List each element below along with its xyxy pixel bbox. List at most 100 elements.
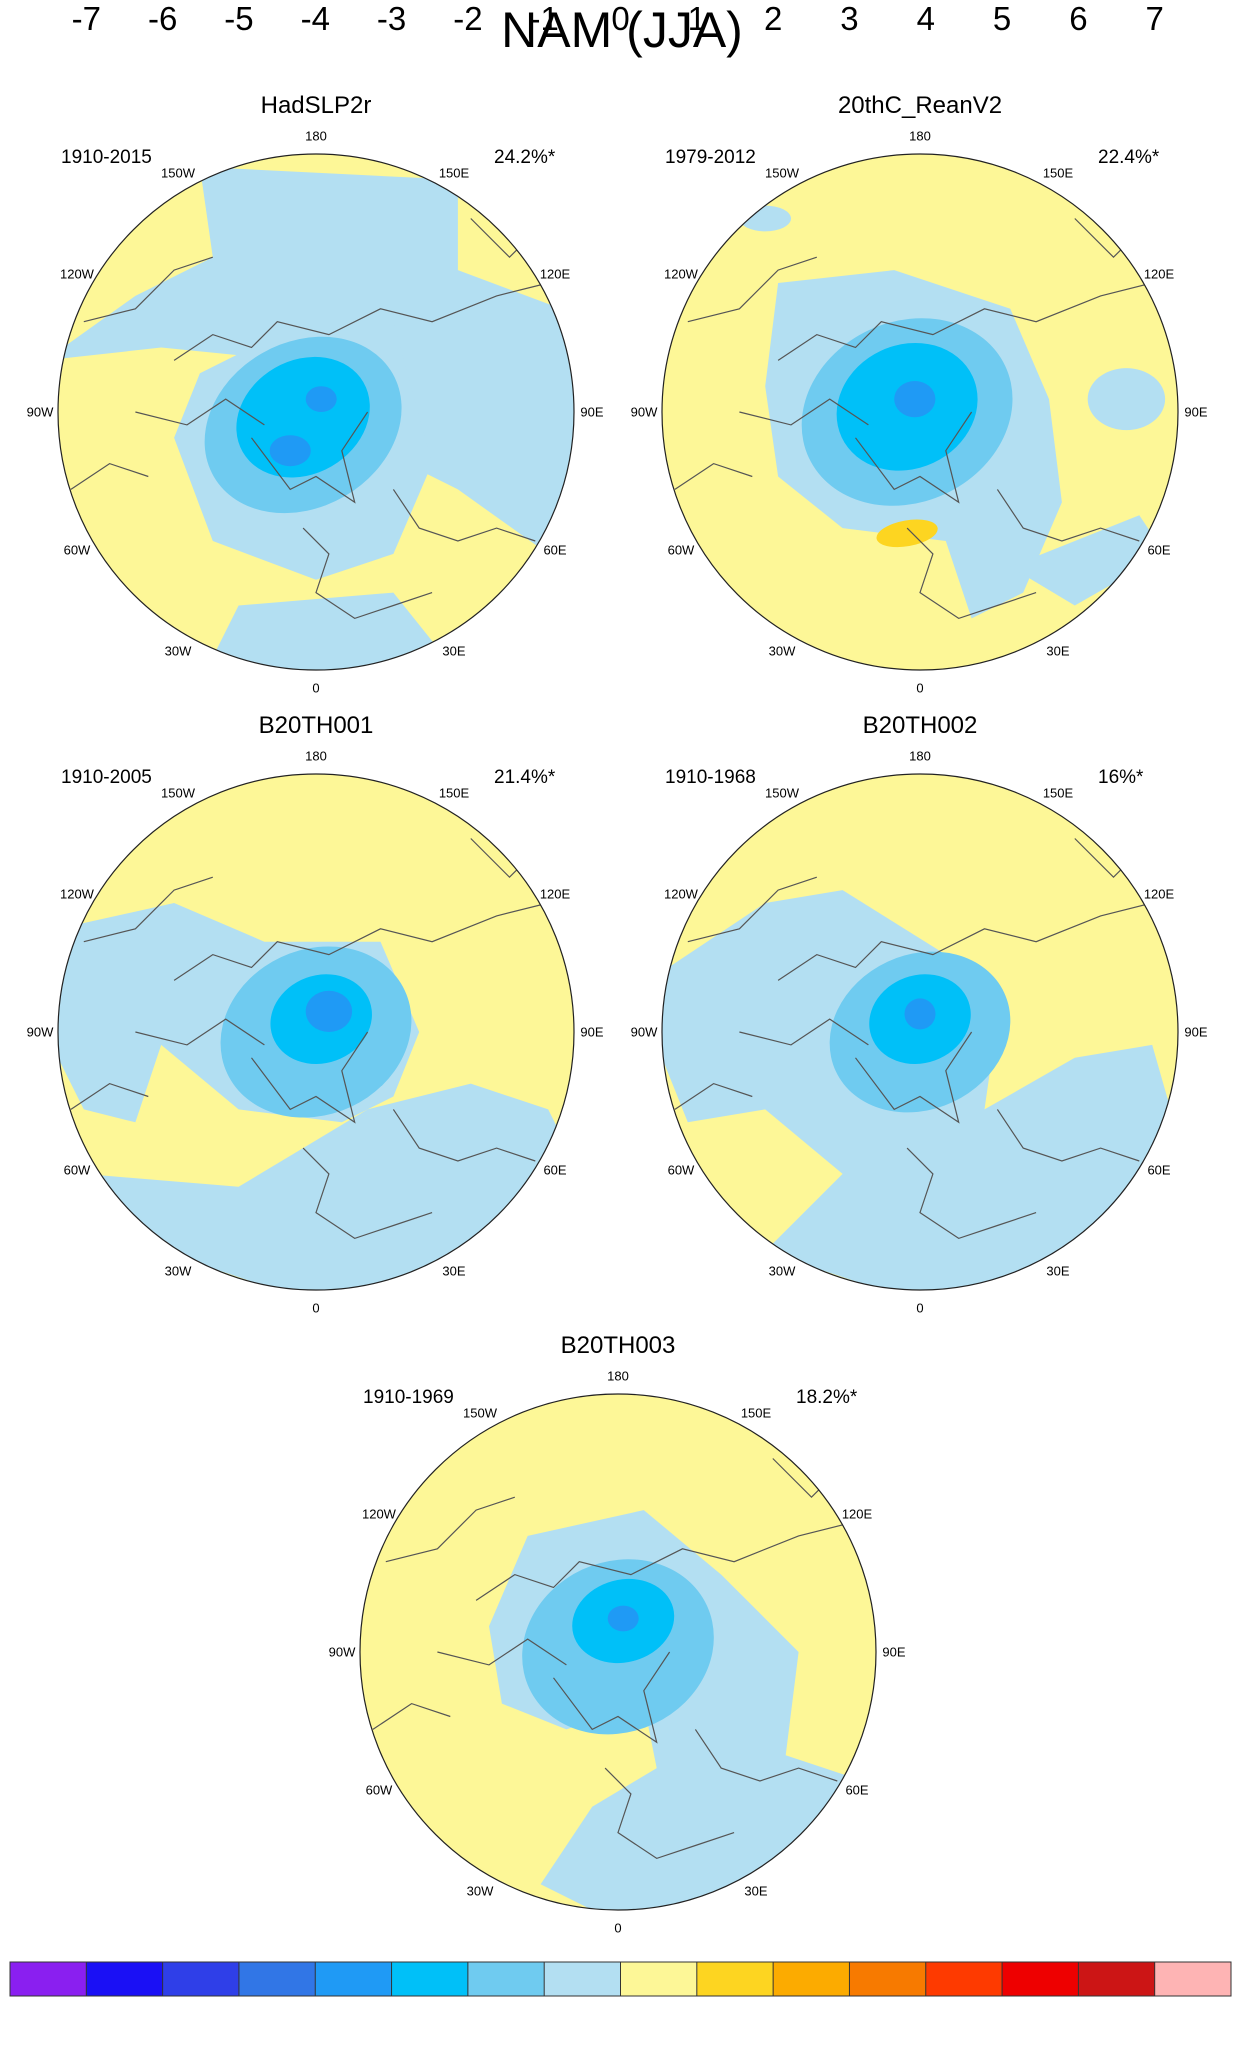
lon-label-60e: 60E: [543, 542, 567, 558]
lon-label-60w: 60W: [365, 1782, 393, 1798]
panel-period: 1979-2012: [665, 147, 756, 168]
lon-label-60e: 60E: [845, 1782, 869, 1798]
coastline: [739, 1018, 869, 1046]
coastline: [135, 1018, 265, 1046]
coastline: [83, 256, 213, 323]
panel-period: 1910-1968: [665, 767, 756, 788]
colorbar-label: 6: [1069, 0, 1088, 37]
lon-label-90e: 90E: [1184, 404, 1208, 420]
coastline: [385, 1496, 515, 1563]
polar-map-4: [662, 774, 1178, 1290]
coastline: [70, 462, 149, 490]
colorbar-swatch: [10, 1962, 87, 1996]
panel-percent: 22.4%*: [1098, 147, 1160, 168]
lon-label-30e: 30E: [442, 1263, 466, 1279]
panel-title: HadSLP2r: [260, 92, 372, 119]
lon-label-0: 0: [916, 1300, 924, 1316]
lon-label-180: 180: [607, 1368, 629, 1384]
colorbar-label: 7: [1145, 0, 1164, 37]
coastline: [777, 282, 1153, 361]
lon-label-150e: 150E: [1042, 165, 1074, 181]
colorbar-swatch: [544, 1962, 621, 1996]
coastline: [604, 1767, 735, 1860]
coastline: [694, 1729, 838, 1782]
colorbar: [9, 1961, 1232, 1997]
polar-map-3: [58, 774, 574, 1290]
colorbar-swatch: [86, 1962, 164, 1996]
panel-percent: 21.4%*: [494, 767, 556, 788]
map-border: [57, 153, 575, 671]
colorbar-swatch: [238, 1962, 316, 1996]
panel-period: 1910-1969: [363, 1387, 454, 1408]
lon-label-60w: 60W: [667, 542, 695, 558]
contour-region: [607, 1605, 639, 1632]
lon-label-90w: 90W: [328, 1644, 356, 1660]
lon-label-30e: 30E: [744, 1883, 768, 1899]
lon-label-60e: 60E: [543, 1162, 567, 1178]
lon-label-120e: 120E: [1143, 266, 1175, 282]
lon-label-60w: 60W: [63, 542, 91, 558]
colorbar-label: -2: [453, 0, 483, 37]
coastline: [392, 489, 536, 542]
polar-map-1: [58, 154, 574, 670]
lon-label-120e: 120E: [539, 886, 571, 902]
coastline: [739, 398, 869, 426]
colorbar-swatch: [696, 1962, 774, 1996]
lon-label-150w: 150W: [463, 1405, 497, 1421]
colorbar-swatch: [1002, 1962, 1079, 1996]
coastline: [855, 1031, 973, 1124]
colorbar-label: -6: [147, 0, 178, 37]
coastline: [996, 1109, 1140, 1162]
colorbar-label: -1: [529, 0, 559, 37]
lon-label-150e: 150E: [438, 785, 470, 801]
contour-region: [269, 435, 311, 467]
colorbar-label: -4: [300, 0, 330, 37]
lon-label-0: 0: [312, 680, 320, 696]
lon-label-90e: 90E: [882, 1644, 906, 1660]
coastline: [674, 1082, 753, 1110]
lon-label-90e: 90E: [1184, 1024, 1208, 1040]
lon-label-120w: 120W: [663, 886, 698, 902]
lon-label-120e: 120E: [841, 1506, 873, 1522]
colorbar-swatch: [620, 1962, 698, 1996]
lon-label-90e: 90E: [580, 404, 604, 420]
lon-label-180: 180: [305, 748, 327, 764]
colorbar-label: 4: [916, 0, 935, 37]
colorbar-label: 5: [992, 0, 1012, 37]
lon-label-120e: 120E: [539, 266, 571, 282]
coastline: [777, 902, 1153, 981]
map-border: [661, 153, 1179, 671]
panel-title: 20thC_ReanV2: [837, 92, 1003, 119]
lon-label-150w: 150W: [161, 165, 195, 181]
coastline: [70, 1082, 149, 1110]
coastline: [173, 282, 549, 361]
colorbar-swatch: [849, 1962, 927, 1996]
colorbar-label: -7: [71, 0, 101, 37]
contour-region: [1087, 368, 1166, 431]
coastline: [251, 411, 369, 504]
lon-label-0: 0: [614, 1920, 622, 1936]
colorbar-swatch: [925, 1962, 1003, 1996]
colorbar-swatch: [315, 1962, 393, 1996]
colorbar-label: 1: [687, 0, 706, 37]
lon-label-150w: 150W: [161, 785, 195, 801]
panel-percent: 18.2%*: [796, 1387, 858, 1408]
lon-label-180: 180: [909, 128, 931, 144]
lon-label-120w: 120W: [361, 1506, 396, 1522]
figure-title: NAM (JJA): [501, 2, 743, 58]
lon-label-30e: 30E: [1046, 1263, 1070, 1279]
panel-period: 1910-2005: [61, 767, 152, 788]
colorbar-swatch: [391, 1962, 469, 1996]
coastline: [173, 902, 549, 981]
colorbar-label: -5: [224, 0, 254, 37]
coastline: [687, 256, 817, 323]
lon-label-150w: 150W: [765, 785, 799, 801]
contour-region: [305, 386, 337, 412]
colorbar-label: 2: [763, 0, 783, 37]
lon-label-180: 180: [909, 748, 931, 764]
coastline: [302, 1147, 433, 1240]
polar-map-2: [662, 154, 1178, 670]
lon-label-120w: 120W: [59, 266, 94, 282]
lon-label-30w: 30W: [768, 643, 796, 659]
